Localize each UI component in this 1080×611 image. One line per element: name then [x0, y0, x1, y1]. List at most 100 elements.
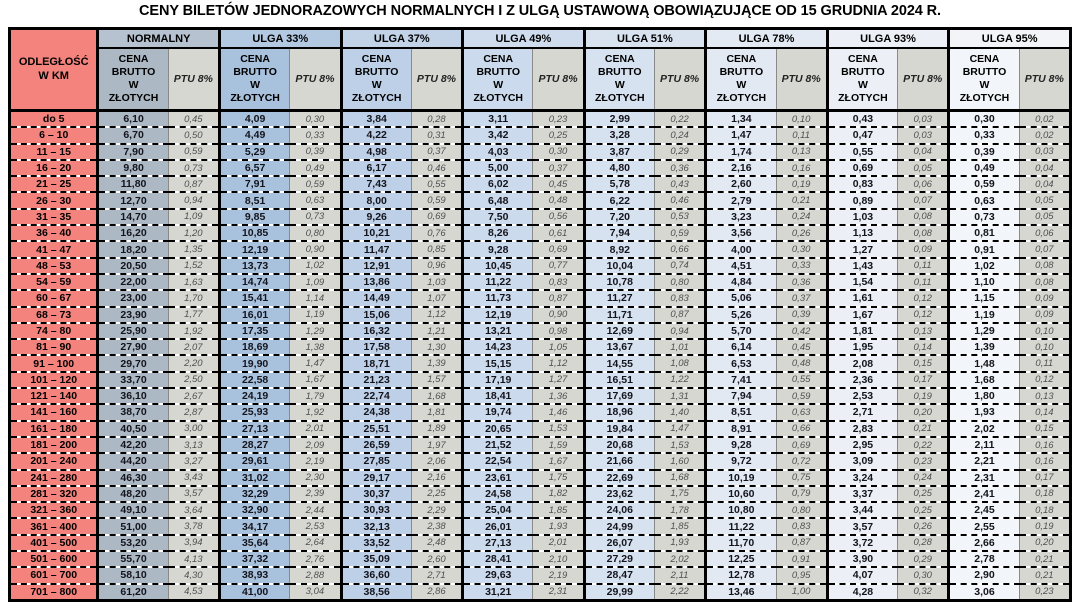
price-cell: 24,58: [461, 485, 534, 504]
price-cell: 7,20: [582, 208, 655, 227]
price-cell: 27,13: [461, 534, 534, 553]
ptu-cell: 3,78: [168, 518, 221, 536]
ptu-cell: 2,20: [168, 355, 221, 373]
ptu-cell: 1,40: [654, 404, 708, 422]
price-cell: 33,52: [339, 534, 412, 553]
price-cell: 6,70: [96, 127, 169, 145]
price-cell: 18,69: [217, 339, 291, 357]
ptu-cell: 0,11: [1019, 355, 1073, 373]
table-row: 361 – 400 51,00 3,78 34,17 2,53 32,13 2,38 26,0…: [9, 518, 1073, 536]
ptu-cell: 0,80: [289, 225, 343, 243]
ptu-cell: 2,01: [532, 534, 586, 553]
ptu-header: PTU 8%: [289, 48, 343, 112]
table-row: 21 – 25 11,80 0,87 7,91 0,59 7,43 0,55 6,02 0,45…: [9, 176, 1073, 194]
ptu-cell: 1,93: [654, 534, 708, 553]
ptu-cell: 0,17: [897, 371, 951, 390]
ptu-cell: 1,22: [654, 371, 708, 390]
price-cell: 1,48: [947, 355, 1020, 373]
price-cell: 22,74: [339, 388, 412, 406]
ptu-cell: 0,87: [654, 306, 708, 324]
price-cell: 1,19: [947, 306, 1020, 324]
ptu-cell: 2,10: [532, 551, 586, 569]
ptu-cell: 0,75: [776, 469, 829, 487]
price-cell: 46,30: [96, 469, 169, 487]
price-cell: 9,72: [704, 453, 777, 471]
price-cell: 2,71: [825, 404, 899, 422]
price-cell: 5,06: [704, 290, 777, 308]
ptu-cell: 0,15: [1019, 420, 1073, 438]
distance-cell: 201 – 240: [9, 453, 100, 471]
price-cell: 7,41: [704, 371, 777, 390]
ptu-cell: 0,42: [776, 322, 829, 341]
price-cell: 11,71: [582, 306, 655, 324]
distance-cell: 60 – 67: [9, 290, 100, 308]
ptu-cell: 0,24: [776, 208, 829, 227]
ptu-header: PTU 8%: [654, 48, 708, 112]
ptu-cell: 1,57: [411, 371, 465, 390]
price-cell: 10,80: [704, 502, 777, 520]
price-cell: 4,09: [217, 110, 291, 129]
price-cell: 19,90: [217, 355, 291, 373]
ptu-cell: 0,73: [168, 159, 221, 178]
ptu-header: PTU 8%: [1019, 48, 1073, 112]
ptu-cell: 0,09: [1019, 290, 1073, 308]
price-cell: 21,66: [582, 453, 655, 471]
ptu-cell: 1,38: [289, 339, 343, 357]
ptu-cell: 4,13: [168, 551, 221, 569]
ptu-cell: 2,11: [654, 567, 708, 585]
price-cell: 18,41: [461, 388, 534, 406]
distance-cell: 361 – 400: [9, 518, 100, 536]
price-cell: 26,59: [339, 436, 412, 455]
price-cell: 2,79: [704, 192, 777, 210]
price-cell: 17,19: [461, 371, 534, 390]
price-cell: 6,10: [96, 110, 169, 129]
price-cell: 32,29: [217, 485, 291, 504]
price-cell: 61,20: [96, 583, 169, 601]
price-cell: 10,60: [704, 485, 777, 504]
table-row: 241 – 280 46,30 3,43 31,02 2,30 29,17 2,16 23,6…: [9, 469, 1073, 487]
ptu-cell: 2,30: [289, 469, 343, 487]
price-cell: 44,20: [96, 453, 169, 471]
ptu-cell: 0,05: [1019, 192, 1073, 210]
price-cell: 0,30: [947, 110, 1020, 129]
distance-cell: do 5: [9, 110, 100, 129]
distance-cell: 141 – 160: [9, 404, 100, 422]
ptu-cell: 2,50: [168, 371, 221, 390]
ptu-cell: 0,05: [897, 159, 951, 178]
price-cell: 25,90: [96, 322, 169, 341]
price-cell: 23,61: [461, 469, 534, 487]
price-cell: 49,10: [96, 502, 169, 520]
price-cell: 1,81: [825, 322, 899, 341]
distance-cell: 11 – 15: [9, 143, 100, 161]
ptu-cell: 0,12: [897, 290, 951, 308]
price-cell: 3,37: [825, 485, 899, 504]
ptu-cell: 0,24: [897, 469, 951, 487]
price-cell: 0,81: [947, 225, 1020, 243]
ptu-cell: 2,19: [289, 453, 343, 471]
group-header-ulga-49-: ULGA 49%: [461, 28, 586, 49]
ptu-cell: 0,85: [411, 241, 465, 259]
ptu-cell: 0,73: [289, 208, 343, 227]
price-cell: 5,78: [582, 176, 655, 194]
price-cell: 6,17: [339, 159, 412, 178]
price-cell: 18,71: [339, 355, 412, 373]
price-cell: 7,91: [217, 176, 291, 194]
table-row: 281 – 320 48,20 3,57 32,29 2,39 30,37 2,25 24,5…: [9, 485, 1073, 504]
price-cell: 14,23: [461, 339, 534, 357]
ptu-cell: 1,09: [168, 208, 221, 227]
price-cell: 2,41: [947, 485, 1020, 504]
price-cell: 0,49: [947, 159, 1020, 178]
ptu-cell: 0,83: [776, 518, 829, 536]
price-cell: 7,94: [582, 225, 655, 243]
price-cell: 8,91: [704, 420, 777, 438]
price-cell: 4,07: [825, 567, 899, 585]
price-cell: 15,15: [461, 355, 534, 373]
price-cell: 38,93: [217, 567, 291, 585]
price-cell: 13,86: [339, 273, 412, 292]
ptu-cell: 1,14: [289, 290, 343, 308]
price-cell: 25,04: [461, 502, 534, 520]
price-cell: 30,37: [339, 485, 412, 504]
ptu-cell: 0,39: [776, 306, 829, 324]
price-cell: 10,85: [217, 225, 291, 243]
price-cell: 1,95: [825, 339, 899, 357]
